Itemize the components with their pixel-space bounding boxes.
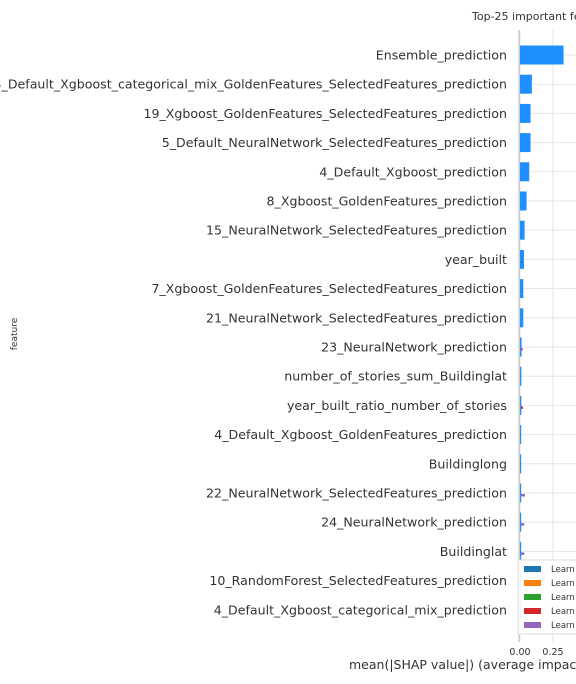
category-label-8: 7_Xgboost_GoldenFeatures_SelectedFeature… xyxy=(152,281,508,296)
legend-label-0: Learn xyxy=(551,565,575,575)
category-label-7: year_built xyxy=(445,252,507,267)
category-label-6: 15_NeuralNetwork_SelectedFeatures_predic… xyxy=(206,223,507,238)
category-label-0: Ensemble_prediction xyxy=(376,48,507,63)
bar-11 xyxy=(520,366,522,386)
legend-label-4: Learn xyxy=(551,621,575,631)
bar-15 xyxy=(520,483,522,503)
category-label-12: year_built_ratio_number_of_stories xyxy=(287,398,507,413)
x-tick-labels: 0.00 0.25 xyxy=(509,647,563,658)
segment-5 xyxy=(521,552,525,555)
chart-title: Top-25 important fea xyxy=(471,10,576,23)
bar-9 xyxy=(520,308,524,328)
bar-6 xyxy=(520,220,525,240)
category-label-15: 22_NeuralNetwork_SelectedFeatures_predic… xyxy=(206,486,507,501)
segment-0 xyxy=(521,260,523,263)
bar-7 xyxy=(520,249,524,269)
legend-swatch-3 xyxy=(524,608,541,614)
legend-label-3: Learn xyxy=(551,607,575,617)
bar-8 xyxy=(520,279,524,299)
legend: Learn Learn Learn Learn Learn xyxy=(517,559,576,635)
segment-4 xyxy=(521,523,525,526)
category-label-13: 4_Default_Xgboost_GoldenFeatures_predict… xyxy=(214,427,507,442)
category-label-5: 8_Xgboost_GoldenFeatures_prediction xyxy=(267,194,507,209)
x-axis-label: mean(|SHAP value|) (average impact o xyxy=(349,657,576,672)
segment-1 xyxy=(521,348,523,351)
category-label-10: 23_NeuralNetwork_prediction xyxy=(321,340,507,355)
category-label-3: 5_Default_NeuralNetwork_SelectedFeatures… xyxy=(162,135,507,150)
y-axis-label: feature xyxy=(10,317,20,350)
bar-4 xyxy=(520,162,530,182)
legend-swatch-4 xyxy=(524,622,541,628)
bar-0 xyxy=(520,45,564,65)
bar-5 xyxy=(520,191,527,211)
legend-swatch-0 xyxy=(524,566,541,572)
category-label-17: Buildinglat xyxy=(440,544,507,559)
category-label-19: 4_Default_Xgboost_categorical_mix_predic… xyxy=(214,602,507,617)
bar-1 xyxy=(520,74,532,94)
category-label-11: number_of_stories_sum_Buildinglat xyxy=(284,369,507,384)
category-label-1: 4_Default_Xgboost_categorical_mix_Golden… xyxy=(0,77,507,92)
legend-swatch-2 xyxy=(524,594,541,600)
category-label-4: 4_Default_Xgboost_prediction xyxy=(319,164,507,179)
x-tick-label-0: 0.00 xyxy=(509,647,530,658)
category-label-16: 24_NeuralNetwork_prediction xyxy=(321,515,507,530)
segment-3 xyxy=(521,494,525,497)
bar-16 xyxy=(520,512,522,532)
bar-2 xyxy=(520,103,531,123)
category-label-14: Buildinglong xyxy=(429,456,507,471)
bar-10 xyxy=(520,337,522,357)
segment-2 xyxy=(521,406,523,409)
bars xyxy=(520,45,564,620)
bar-3 xyxy=(520,133,531,153)
category-label-2: 19_Xgboost_GoldenFeatures_SelectedFeatur… xyxy=(143,106,507,121)
legend-label-2: Learn xyxy=(551,593,575,603)
x-tick-label-1: 0.25 xyxy=(542,647,563,658)
legend-label-1: Learn xyxy=(551,579,575,589)
bar-17 xyxy=(520,541,522,561)
bar-14 xyxy=(520,454,522,474)
category-label-9: 21_NeuralNetwork_SelectedFeatures_predic… xyxy=(206,310,507,325)
category-labels: Ensemble_prediction 4_Default_Xgboost_cat… xyxy=(0,48,507,618)
bar-12 xyxy=(520,395,522,415)
bar-13 xyxy=(520,425,522,445)
legend-swatch-1 xyxy=(524,580,541,586)
category-label-18: 10_RandomForest_SelectedFeatures_predict… xyxy=(209,573,507,588)
